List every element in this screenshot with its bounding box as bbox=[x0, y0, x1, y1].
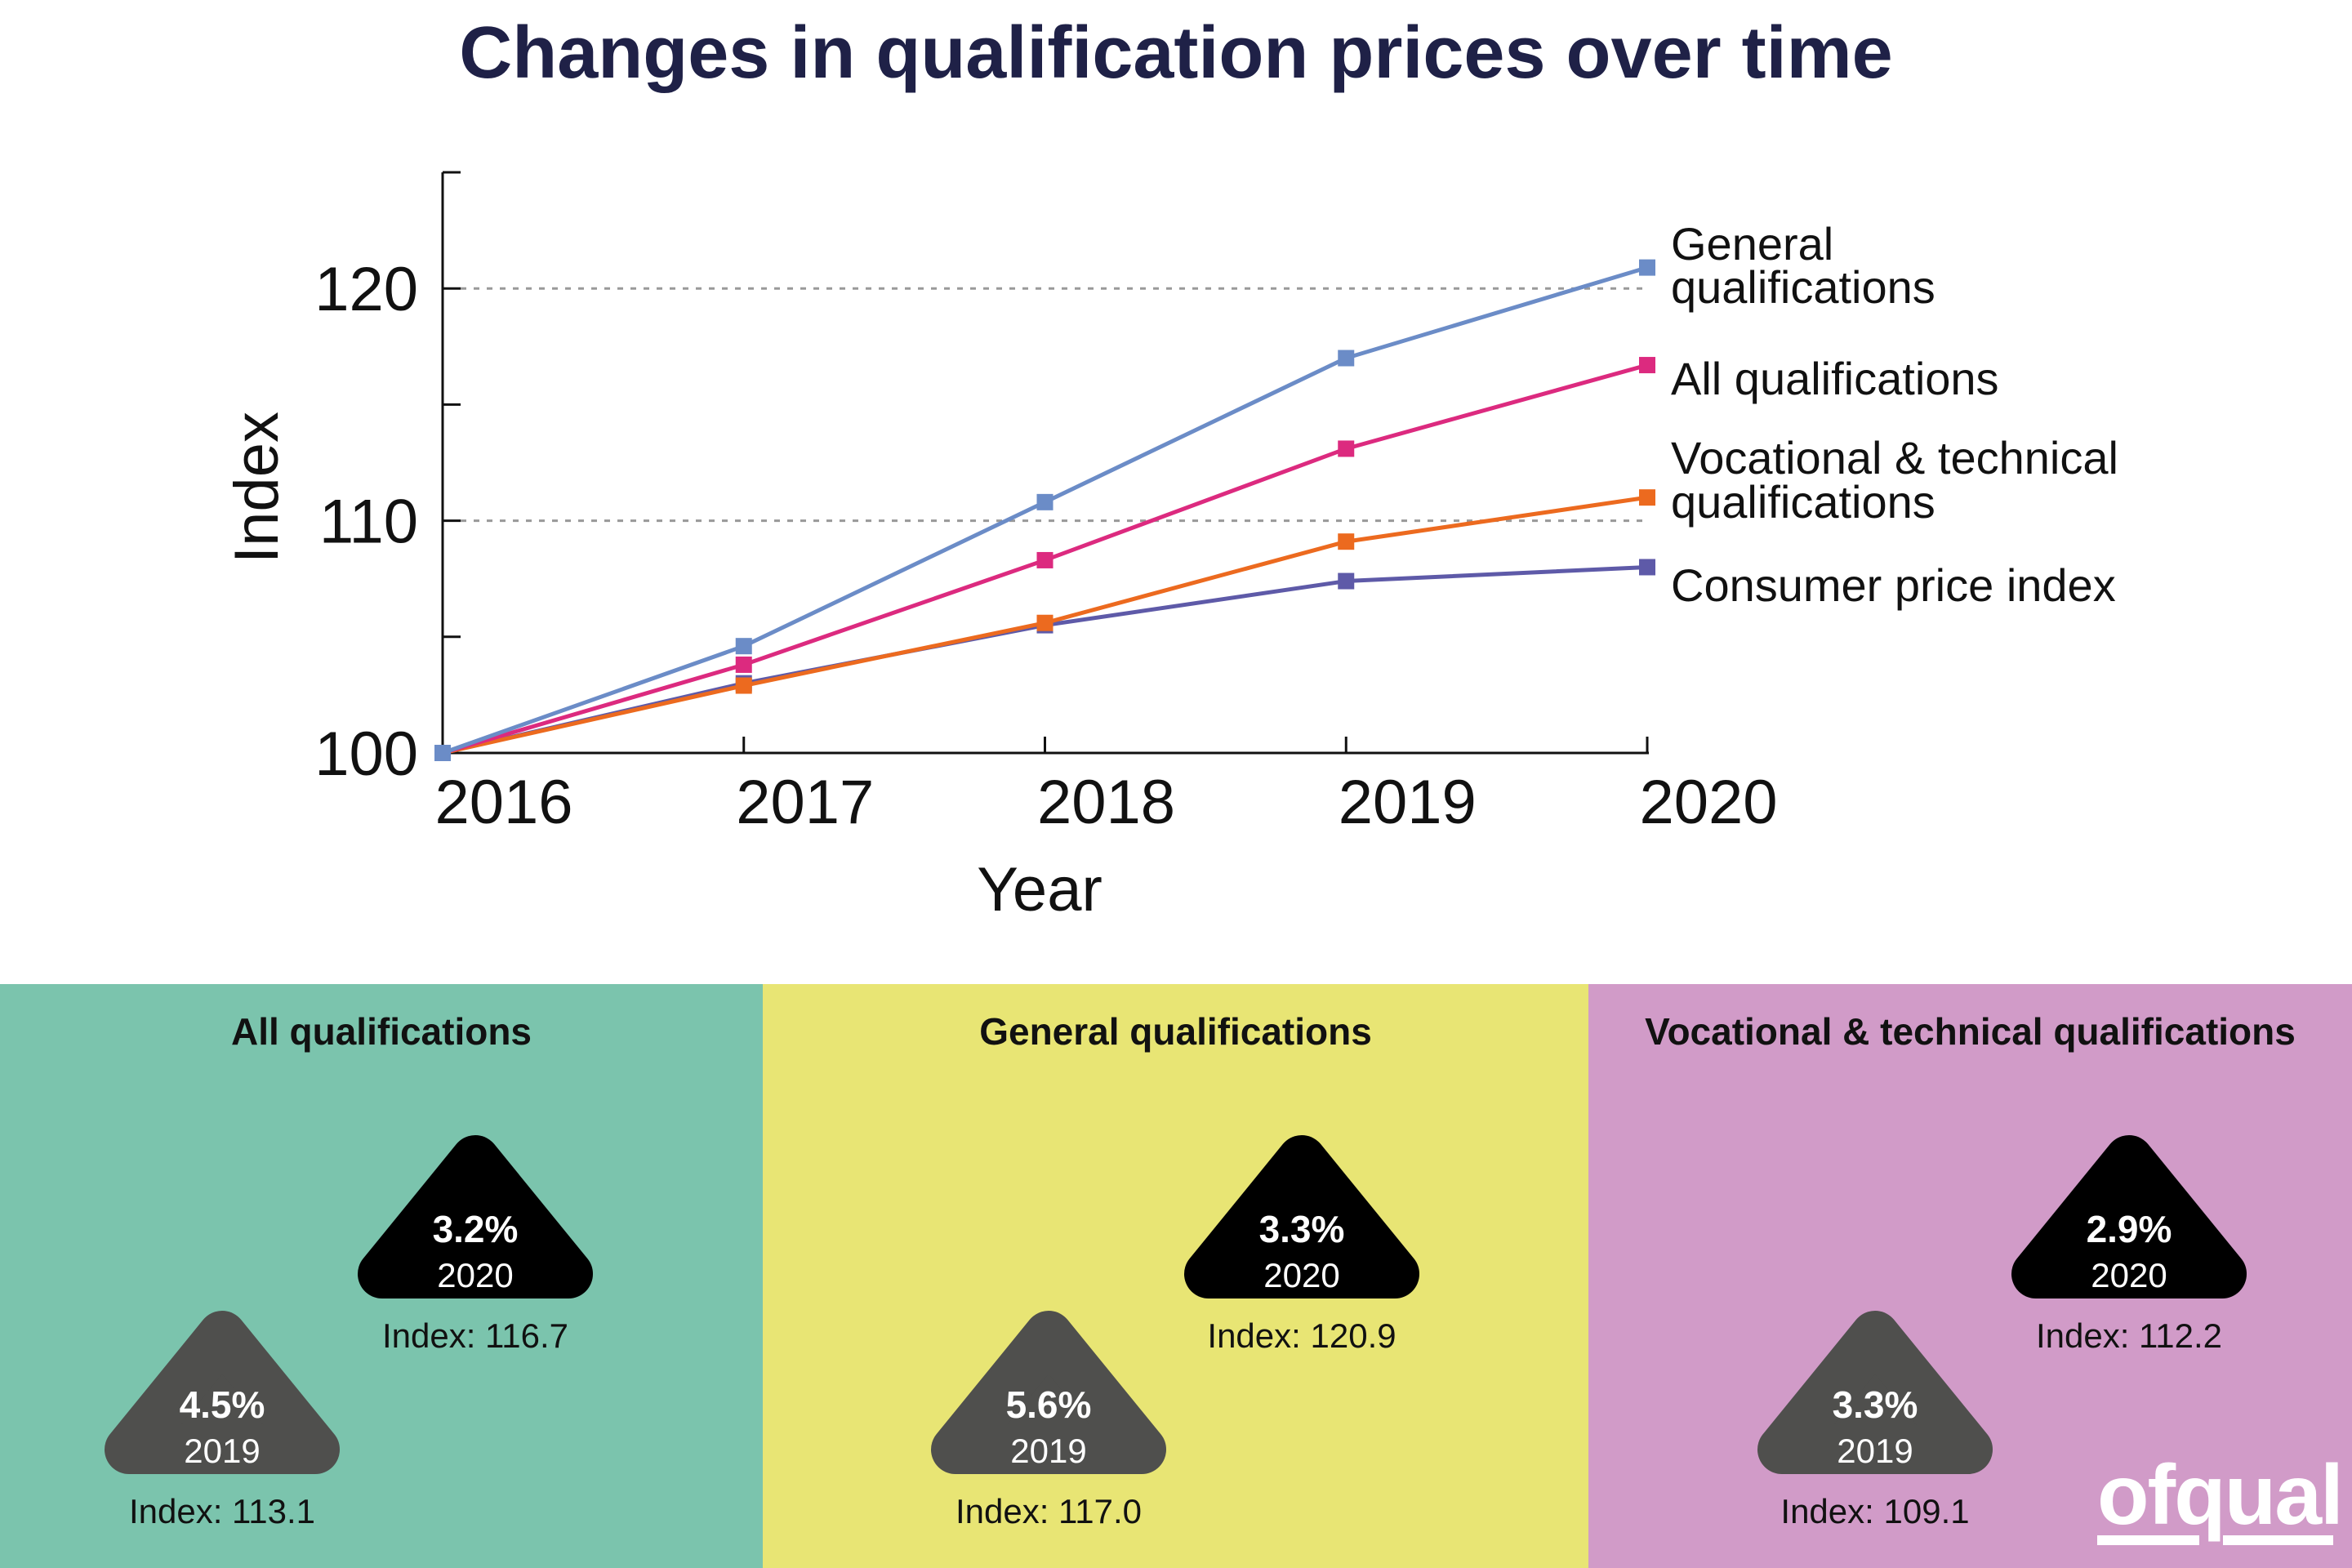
x-tick-label: 2019 bbox=[1339, 768, 1477, 837]
x-tick-label: 2017 bbox=[736, 768, 874, 837]
series-lines bbox=[434, 259, 1655, 761]
y-tick-label: 110 bbox=[319, 488, 418, 557]
rounded-triangle-icon bbox=[2011, 1135, 2247, 1298]
panel-general bbox=[763, 984, 1588, 1568]
series-line bbox=[442, 564, 1648, 755]
axes: 100 110 120 2016 2017 2018 2019 2020 bbox=[314, 171, 1778, 837]
data-point bbox=[735, 656, 752, 673]
data-point bbox=[1639, 559, 1655, 576]
legend-label: qualifications bbox=[1671, 261, 1936, 313]
data-point bbox=[1639, 489, 1655, 506]
data-point bbox=[1338, 350, 1355, 367]
index-value: Index: 117.0 bbox=[955, 1492, 1143, 1530]
data-point bbox=[1036, 614, 1054, 631]
index-value: Index: 109.1 bbox=[1780, 1492, 1970, 1530]
y-axis-label: Index bbox=[222, 412, 292, 564]
rounded-triangle-icon bbox=[105, 1311, 340, 1474]
data-point bbox=[1338, 572, 1355, 590]
change-badge-2019: 3.3% 2019 bbox=[1749, 1301, 2001, 1477]
panel-title-all: All qualifications bbox=[230, 1010, 532, 1053]
chart-title: Changes in qualification prices over tim… bbox=[459, 12, 1893, 94]
change-badge-2020: 3.2% 2020 bbox=[350, 1125, 601, 1301]
index-value: Index: 116.7 bbox=[381, 1316, 569, 1355]
data-point bbox=[1338, 440, 1355, 457]
x-tick-label: 2016 bbox=[434, 768, 572, 837]
data-point bbox=[1036, 551, 1054, 568]
year-label: 2020 bbox=[437, 1256, 514, 1294]
legend-label: qualifications bbox=[1671, 476, 1936, 528]
legend-label: Vocational & technical bbox=[1671, 432, 2118, 483]
change-badge-2020: 2.9% 2020 bbox=[2003, 1125, 2255, 1301]
legend-label: All qualifications bbox=[1671, 353, 1999, 404]
panel-title-general: General qualifications bbox=[979, 1010, 1372, 1053]
rounded-triangle-icon bbox=[931, 1311, 1166, 1474]
data-point bbox=[1639, 357, 1655, 374]
x-tick-label: 2018 bbox=[1037, 768, 1175, 837]
percent-change: 4.5% bbox=[179, 1383, 265, 1426]
change-badge-2020: 3.3% 2020 bbox=[1176, 1125, 1428, 1301]
change-badge-2019: 4.5% 2019 bbox=[96, 1301, 348, 1477]
gridlines bbox=[461, 287, 1647, 523]
data-point bbox=[1338, 533, 1355, 550]
rounded-triangle-icon bbox=[1757, 1311, 1993, 1474]
year-label: 2019 bbox=[1010, 1432, 1087, 1470]
percent-change: 3.2% bbox=[432, 1208, 519, 1250]
data-point bbox=[1639, 259, 1655, 276]
percent-change: 3.3% bbox=[1832, 1383, 1918, 1426]
x-axis-label: Year bbox=[977, 855, 1102, 924]
index-value: Index: 120.9 bbox=[1207, 1316, 1396, 1355]
legend-label: Consumer price index bbox=[1671, 559, 2116, 611]
legend-label: General bbox=[1671, 218, 1833, 270]
x-tick-label: 2020 bbox=[1639, 768, 1777, 837]
data-point bbox=[735, 677, 752, 694]
data-point bbox=[434, 745, 451, 761]
percent-change: 2.9% bbox=[2086, 1208, 2172, 1250]
data-point bbox=[735, 638, 752, 655]
data-point bbox=[1036, 493, 1054, 510]
year-label: 2020 bbox=[1263, 1256, 1340, 1294]
rounded-triangle-icon bbox=[1184, 1135, 1419, 1298]
year-label: 2019 bbox=[184, 1432, 261, 1470]
index-value: Index: 113.1 bbox=[128, 1492, 316, 1530]
year-label: 2020 bbox=[2091, 1256, 2167, 1294]
line-chart: 100 110 120 2016 2017 2018 2019 2020 Index Year… bbox=[222, 171, 2118, 924]
percent-change: 3.3% bbox=[1258, 1208, 1345, 1250]
y-tick-label: 100 bbox=[314, 719, 418, 789]
change-badge-2019: 5.6% 2019 bbox=[923, 1301, 1174, 1477]
y-tick-label: 120 bbox=[314, 255, 418, 324]
index-value: Index: 112.2 bbox=[2035, 1316, 2223, 1355]
ofqual-logo: ofqual bbox=[2091, 1448, 2344, 1552]
panel-title-vocational: Vocational & technical qualifications bbox=[1645, 1010, 2296, 1053]
percent-change: 5.6% bbox=[1005, 1383, 1092, 1426]
year-label: 2019 bbox=[1837, 1432, 1913, 1470]
rounded-triangle-icon bbox=[358, 1135, 593, 1298]
